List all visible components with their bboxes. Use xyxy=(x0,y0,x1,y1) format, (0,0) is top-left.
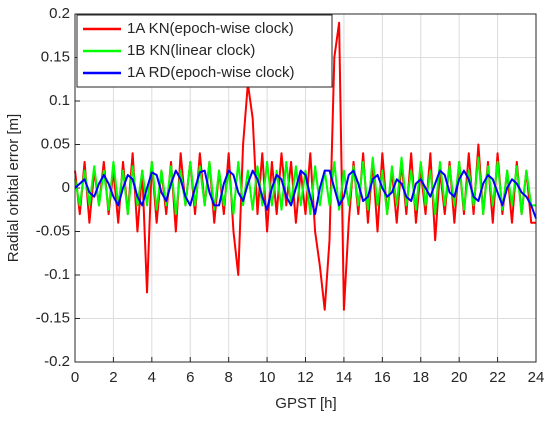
y-tick-label: 0.15 xyxy=(41,48,70,65)
x-tick-label: 10 xyxy=(259,369,276,386)
y-axis-label: Radial orbital error [m] xyxy=(5,114,22,262)
x-tick-label: 18 xyxy=(412,369,429,386)
x-tick-label: 8 xyxy=(224,369,232,386)
y-tick-label: -0.1 xyxy=(44,266,70,283)
y-tick-label: -0.2 xyxy=(44,353,70,370)
y-tick-label: 0.1 xyxy=(49,92,70,109)
x-tick-label: 0 xyxy=(71,369,79,386)
plot-frame xyxy=(74,13,537,363)
x-tick-label: 12 xyxy=(297,369,314,386)
y-tick-label: 0.2 xyxy=(49,5,70,22)
x-tick-label: 22 xyxy=(489,369,506,386)
x-tick-label: 2 xyxy=(109,369,117,386)
x-axis-label: GPST [h] xyxy=(275,395,336,412)
y-tick-label: 0 xyxy=(62,179,70,196)
x-tick-label: 16 xyxy=(374,369,391,386)
x-tick-label: 6 xyxy=(186,369,194,386)
y-tick-label: -0.15 xyxy=(36,309,70,326)
legend-label: 1A RD(epoch-wise clock) xyxy=(127,64,295,81)
legend-label: 1B KN(linear clock) xyxy=(127,42,255,59)
legend-label: 1A KN(epoch-wise clock) xyxy=(127,20,294,37)
x-tick-label: 24 xyxy=(528,369,545,386)
series-line xyxy=(74,169,537,219)
legend: 1A KN(epoch-wise clock) 1B KN(linear cloc… xyxy=(76,14,333,88)
y-tick-label: 0.05 xyxy=(41,135,70,152)
y-tick-label: -0.05 xyxy=(36,222,70,239)
x-tick-label: 20 xyxy=(451,369,468,386)
x-tick-label: 4 xyxy=(148,369,156,386)
x-tick-label: 14 xyxy=(336,369,353,386)
series-line xyxy=(74,156,536,216)
